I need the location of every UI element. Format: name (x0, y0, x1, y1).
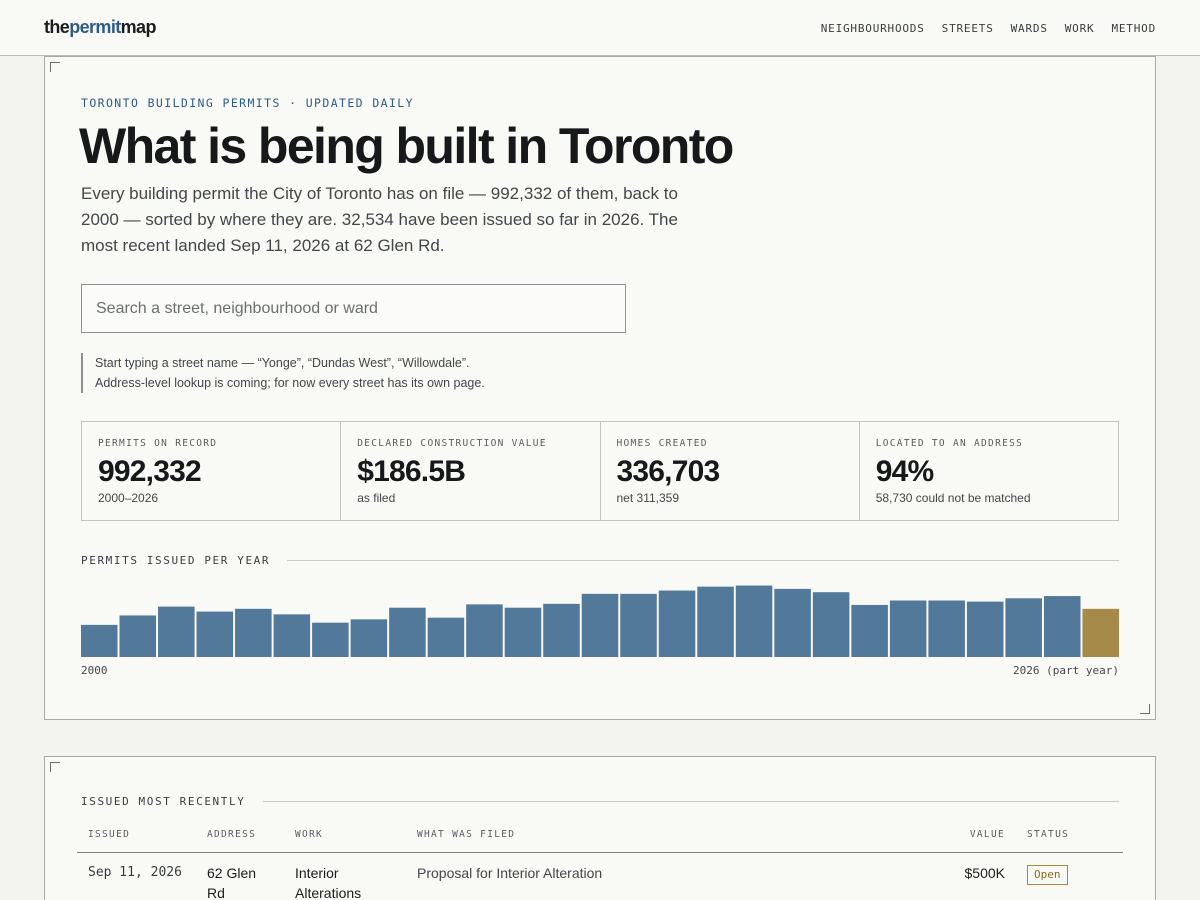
col-issued[interactable]: ISSUED (77, 829, 196, 853)
chart-bar-2009[interactable] (427, 617, 465, 657)
cell-value: $500K (964, 865, 1005, 881)
chart-bar-2003[interactable] (196, 611, 234, 657)
recent-section-label: ISSUED MOST RECENTLY (81, 795, 246, 808)
search-input[interactable] (81, 284, 626, 333)
chart-bar-2017[interactable] (735, 585, 773, 657)
stat-located: LOCATED TO AN ADDRESS 94% 58,730 could n… (860, 422, 1118, 520)
stat-label: PERMITS ON RECORD (98, 438, 218, 449)
stat-value: 992,332 (98, 455, 202, 488)
chart-section-rule (287, 560, 1119, 561)
col-address[interactable]: ADDRESS (196, 829, 284, 853)
chart-bar-2023[interactable] (966, 601, 1004, 657)
cell-what-was-filed: Proposal for Interior Alteration (417, 865, 603, 881)
chart-bar-2024[interactable] (1005, 598, 1042, 657)
corner-mark-bottom-right (1140, 704, 1150, 714)
recent-permits-table: ISSUED ADDRESS WORK WHAT WAS FILED VALUE… (77, 829, 1123, 900)
chart-bar-2007[interactable] (350, 619, 388, 657)
stats-row: PERMITS ON RECORD 992,332 2000–2026 DECL… (81, 421, 1119, 521)
top-bar: thepermitmap NEIGHBOURHOODS STREETS WARD… (0, 0, 1200, 56)
search-hint-line-2: Address-level lookup is coming; for now … (95, 376, 485, 390)
col-status[interactable]: STATUS (1016, 829, 1123, 853)
stat-value: 336,703 (616, 455, 721, 488)
stat-sub: as filed (357, 491, 396, 505)
cell-issued: Sep 11, 2026 (88, 865, 182, 880)
stat-label: LOCATED TO AN ADDRESS (875, 438, 1024, 449)
cell-status: Open (1016, 853, 1123, 900)
stat-permits: PERMITS ON RECORD 992,332 2000–2026 (82, 422, 342, 520)
corner-mark-top-left (50, 62, 60, 72)
chart-bar-2002[interactable] (158, 606, 195, 657)
stat-label: HOMES CREATED (616, 438, 708, 449)
chart-bar-2010[interactable] (466, 604, 503, 657)
page-title: What is being built in Toronto (79, 118, 734, 174)
chart-bar-2026[interactable] (1082, 608, 1119, 657)
status-badge: Open (1027, 865, 1068, 885)
nav-streets[interactable]: STREETS (941, 22, 994, 35)
chart-bar-2014[interactable] (620, 593, 657, 657)
stat-label: DECLARED CONSTRUCTION VALUE (357, 438, 547, 449)
chart-bar-2012[interactable] (543, 603, 580, 657)
chart-bar-2004[interactable] (235, 608, 272, 657)
nav-neighbourhoods[interactable]: NEIGHBOURHOODS (820, 22, 925, 35)
nav-wards[interactable]: WARDS (1010, 22, 1048, 35)
main-nav: NEIGHBOURHOODS STREETS WARDS WORK METHOD (821, 22, 1156, 35)
hero-panel: TORONTO BUILDING PERMITS · UPDATED DAILY… (44, 56, 1156, 720)
col-what-was-filed[interactable]: WHAT WAS FILED (406, 829, 906, 853)
corner-mark-top-left (50, 762, 60, 772)
chart-bar-2015[interactable] (658, 590, 696, 657)
search-hint: Start typing a street name — “Yonge”, “D… (81, 353, 485, 393)
chart-bar-2006[interactable] (312, 622, 349, 657)
chart-bar-2019[interactable] (812, 592, 850, 657)
table-header-row: ISSUED ADDRESS WORK WHAT WAS FILED VALUE… (77, 829, 1123, 853)
chart-bar-2001[interactable] (119, 615, 157, 657)
permits-per-year-chart (81, 585, 1119, 657)
chart-bar-2008[interactable] (389, 607, 426, 657)
stat-value-declared: DECLARED CONSTRUCTION VALUE $186.5B as f… (341, 422, 601, 520)
search-hint-line-1: Start typing a street name — “Yonge”, “D… (95, 356, 470, 370)
hero-lead: Every building permit the City of Toront… (81, 184, 678, 255)
col-value[interactable]: VALUE (906, 829, 1016, 853)
nav-work[interactable]: WORK (1064, 22, 1095, 35)
stat-sub: net 311,359 (616, 491, 680, 505)
chart-bar-2016[interactable] (697, 586, 734, 657)
site-logo[interactable]: thepermitmap (44, 17, 156, 37)
chart-section-label: PERMITS ISSUED PER YEAR (81, 554, 271, 567)
stat-sub: 2000–2026 (98, 491, 159, 505)
stat-value: 94% (875, 455, 934, 488)
chart-bar-2020[interactable] (851, 604, 888, 657)
chart-axis-start-label: 2000 (81, 664, 108, 677)
chart-axis-end-label: 2026 (part year) (1013, 664, 1119, 677)
chart-bar-2011[interactable] (504, 607, 542, 657)
cell-work[interactable]: Interior Alterations (295, 865, 362, 900)
stat-sub: 58,730 could not be matched (875, 491, 1031, 505)
recent-section-rule (263, 801, 1119, 802)
chart-bar-2025[interactable] (1043, 596, 1081, 657)
chart-bar-2022[interactable] (928, 600, 965, 657)
chart-bar-2005[interactable] (273, 614, 311, 657)
recent-permits-panel: ISSUED MOST RECENTLY ISSUED ADDRESS WORK… (44, 756, 1156, 900)
chart-bar-2021[interactable] (889, 600, 927, 657)
stat-homes: HOMES CREATED 336,703 net 311,359 (601, 422, 860, 520)
col-work[interactable]: WORK (284, 829, 406, 853)
chart-bar-2018[interactable] (774, 588, 811, 657)
table-row[interactable]: Sep 11, 2026 62 Glen Rd Interior Alterat… (77, 853, 1123, 900)
stat-value: $186.5B (357, 455, 466, 488)
chart-bar-2013[interactable] (581, 593, 619, 657)
cell-address[interactable]: 62 Glen Rd (207, 865, 257, 900)
hero-eyebrow: TORONTO BUILDING PERMITS · UPDATED DAILY (81, 96, 414, 110)
chart-bar-2000[interactable] (81, 624, 118, 657)
nav-method[interactable]: METHOD (1111, 22, 1156, 35)
